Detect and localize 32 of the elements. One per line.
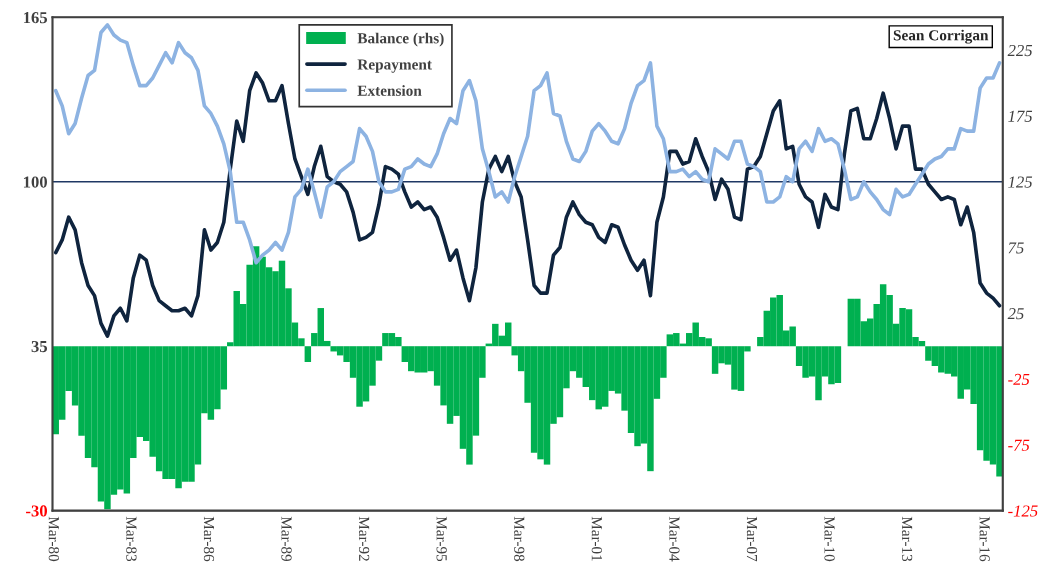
y-tick-label: 165 xyxy=(23,12,48,24)
y2-tick-label: 225 xyxy=(1007,44,1033,57)
y2-tick-label: 25 xyxy=(1007,308,1024,320)
y2-tick-label: 175 xyxy=(1008,110,1033,122)
line-series xyxy=(53,71,1002,338)
legend-label: Repayment xyxy=(357,59,432,73)
legend-label: Extension xyxy=(357,85,422,96)
x-tick-label: Mar-01 xyxy=(591,516,602,561)
x-tick-label: Mar-13 xyxy=(901,516,913,562)
annotation: Sean Corrigan xyxy=(893,29,989,44)
x-tick-label: Mar-92 xyxy=(358,516,370,561)
y2-tick-label: 125 xyxy=(1008,176,1033,188)
y-tick-label: 100 xyxy=(23,176,47,188)
line-series xyxy=(53,23,1002,265)
y2-tick-label: -125 xyxy=(1008,505,1038,517)
x-tick-label: Mar-98 xyxy=(514,516,525,562)
x-tick-label: Mar-16 xyxy=(979,516,990,562)
legend-label: Balance (rhs) xyxy=(357,32,444,47)
x-tick-label: Mar-83 xyxy=(126,516,137,562)
y2-tick-label: 75 xyxy=(1008,242,1024,254)
x-tick-label: Mar-95 xyxy=(436,516,447,562)
bar xyxy=(304,346,312,362)
x-tick-label: Mar-89 xyxy=(281,516,292,562)
x-tick-label: Mar-04 xyxy=(669,516,680,562)
x-tick-label: Mar-86 xyxy=(203,516,215,562)
x-tick-label: Mar-10 xyxy=(824,516,835,562)
y-tick-label: -30 xyxy=(26,505,47,517)
x-tick-label: Mar-07 xyxy=(746,516,758,562)
y-tick-label: 35 xyxy=(31,340,48,353)
y2-tick-label: -75 xyxy=(1008,439,1030,451)
x-tick-label: Mar-80 xyxy=(48,516,59,562)
y2-tick-label: -25 xyxy=(1008,373,1030,386)
